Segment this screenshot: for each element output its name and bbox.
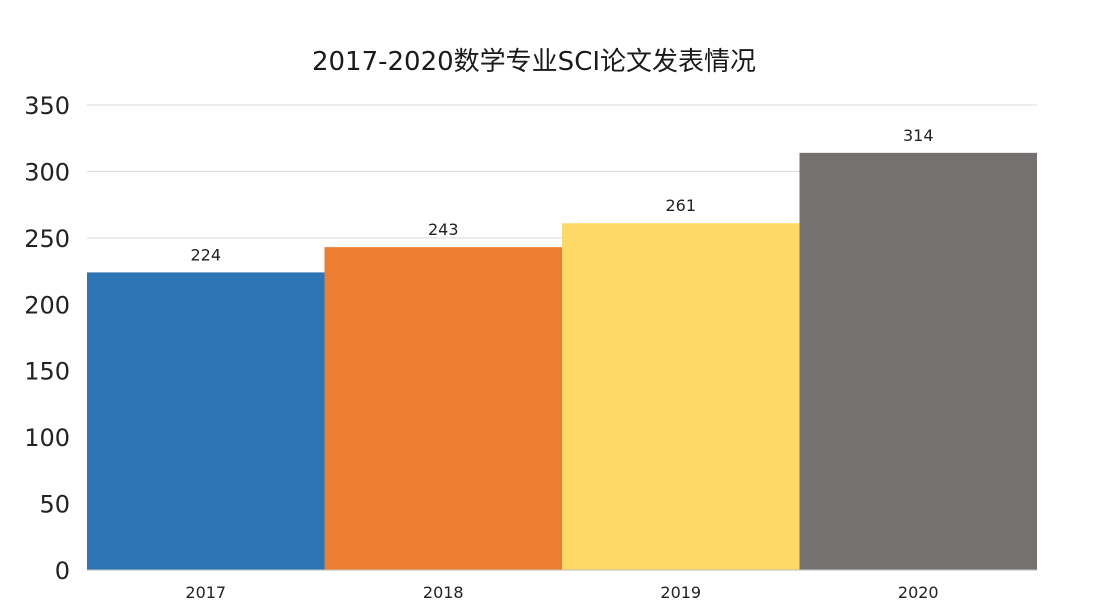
x-tick-label: 2020 [898, 583, 939, 602]
y-tick-label: 350 [24, 92, 70, 120]
y-tick-label: 250 [24, 225, 70, 253]
data-label-2017: 224 [190, 245, 221, 264]
y-tick-label: 150 [24, 358, 70, 386]
data-label-2018: 243 [428, 220, 459, 239]
data-labels: 224 243 261 314 [190, 126, 933, 265]
x-tick-label: 2017 [185, 583, 226, 602]
y-tick-label: 200 [24, 291, 70, 319]
data-label-2020: 314 [903, 126, 934, 145]
y-tick-label: 300 [24, 158, 70, 186]
bars [87, 152, 1037, 571]
x-tick-label: 2019 [660, 583, 701, 602]
y-tick-label: 50 [39, 491, 70, 519]
bar-2020 [799, 152, 1037, 571]
x-tick-label: 2018 [423, 583, 464, 602]
bar-2019 [562, 223, 800, 570]
bar-2017 [87, 272, 325, 570]
x-axis: 2017 2018 2019 2020 [87, 569, 1037, 602]
y-axis: 0 50 100 150 200 250 300 350 [24, 92, 70, 585]
y-tick-label: 100 [24, 424, 70, 452]
data-label-2019: 261 [665, 196, 696, 215]
y-tick-label: 0 [55, 557, 70, 585]
chart-title: 2017-2020数学专业SCI论文发表情况 [312, 47, 756, 77]
bar-2018 [324, 247, 562, 570]
